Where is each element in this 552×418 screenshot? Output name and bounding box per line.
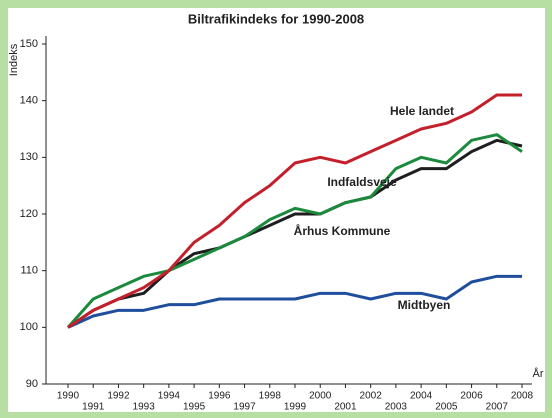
- y-tick-label: 100: [20, 321, 38, 333]
- series-line: [67, 274, 522, 329]
- series-label: Århus Kommune: [294, 223, 391, 238]
- series-label: Midtbyen: [398, 298, 451, 312]
- x-tick-label: 2007: [486, 402, 509, 413]
- x-tick-label: 2000: [309, 391, 332, 402]
- x-tick-label: 1998: [259, 391, 282, 402]
- y-tick-label: 140: [20, 95, 38, 107]
- series-label: Hele landet: [390, 104, 454, 118]
- x-tick-label: 2003: [385, 402, 408, 413]
- x-tick-label: 2008: [511, 391, 534, 402]
- x-axis-label: År: [533, 367, 544, 380]
- y-tick-label: 120: [20, 208, 38, 220]
- x-tick-label: 1991: [82, 402, 105, 413]
- x-tick-label: 1997: [233, 402, 256, 413]
- series-line: [67, 138, 523, 329]
- x-tick-label: 1992: [107, 391, 130, 402]
- y-tick-label: 110: [20, 265, 38, 277]
- y-tick-label: 150: [20, 38, 38, 50]
- x-tick-label: 1990: [57, 391, 80, 402]
- x-tick-label: 1995: [183, 402, 206, 413]
- series-line: [66, 133, 523, 329]
- x-tick-label: 2005: [435, 402, 458, 413]
- y-axis-label: Indeks: [8, 43, 20, 76]
- x-tick-label: 2006: [460, 391, 483, 402]
- chart-title: Biltrafikindeks for 1990-2008: [188, 11, 364, 26]
- x-tick-label: 1999: [284, 402, 307, 413]
- series-line: [67, 93, 522, 329]
- x-tick-label: 2004: [410, 391, 433, 402]
- x-tick-label: 1994: [158, 391, 181, 402]
- x-tick-label: 1993: [133, 402, 156, 413]
- plot-background: [8, 8, 545, 412]
- x-tick-label: 2002: [360, 391, 383, 402]
- y-tick-label: 90: [26, 378, 38, 390]
- series-label: Indfaldsveje: [327, 175, 397, 189]
- x-tick-label: 2001: [334, 402, 357, 413]
- x-tick-label: 1996: [208, 391, 231, 402]
- y-tick-label: 130: [20, 151, 38, 163]
